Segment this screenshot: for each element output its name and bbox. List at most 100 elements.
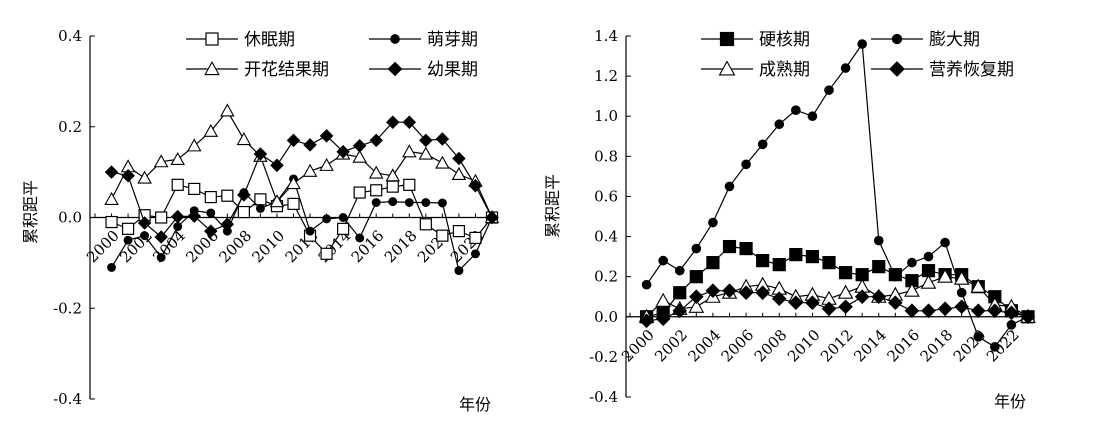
x-tick-label: 2014 [850,326,890,366]
legend-marker [205,32,219,46]
x-tick-label: 2004 [684,326,724,366]
y-axis-title: 累积距平 [543,174,562,238]
data-point [419,133,433,148]
x-tick-label: 2016 [883,326,923,366]
data-point [454,266,464,276]
data-point [437,198,447,208]
data-point [386,180,399,193]
data-point [170,151,185,166]
data-point [388,197,398,207]
data-point [305,226,315,236]
data-point [741,159,751,170]
data-point [470,249,480,259]
data-point [287,197,300,210]
y-axis-title: 累积距平 [21,180,40,244]
data-point [154,230,168,244]
y-tick-label: -0.4 [53,390,82,408]
x-tick-label: 2002 [651,326,691,366]
data-point [204,190,217,204]
data-point [319,129,334,143]
data-point [673,286,687,300]
data-point [805,250,820,264]
data-point [421,198,431,207]
data-point [220,103,235,117]
y-tick-label: -0.4 [589,388,618,406]
data-point [940,237,950,248]
data-point [452,151,466,166]
data-point [838,299,853,315]
data-point [237,188,251,202]
legend-label: 萌芽期 [427,30,478,50]
data-point [822,256,836,270]
data-point [236,131,252,146]
data-point [658,255,668,266]
data-point [872,260,886,274]
data-point [691,243,702,254]
x-tick-label: 2000 [618,326,658,366]
data-point [402,115,417,129]
x-tick-label: 2008 [215,227,255,267]
data-point [320,247,333,260]
data-point [156,252,166,262]
data-point [973,332,984,342]
data-point [355,233,365,243]
data-point [303,138,317,152]
data-point [104,191,119,205]
right-panel: 1.4 1.2 1.0 0.8 0.6 0.4 0.2 0.0 -0.2 -0.4 20002002… [543,27,1036,411]
series-line [646,245,1029,318]
data-point [705,283,721,299]
data-point [755,285,770,301]
legend-label: 开花结果期 [244,60,329,80]
data-point [220,217,235,232]
data-point [171,178,184,191]
x-tick-label: 2018 [917,326,957,366]
legend-marker [891,33,903,45]
y-tick-label: 0.8 [594,147,618,165]
data-point [788,295,804,311]
data-point [253,147,268,161]
legend-label: 膨大期 [929,30,980,50]
data-point [873,235,884,246]
data-point [173,222,183,232]
data-point [953,270,970,285]
x-tick-label: 2022 [983,326,1023,366]
data-point [123,235,133,245]
data-point [888,295,903,311]
data-point [655,311,671,327]
data-point [254,193,267,206]
x-tick-label: 2010 [784,326,824,366]
series-line [646,42,1029,348]
data-point [336,144,350,159]
data-point [170,209,185,224]
y-tick-label: 0.2 [58,118,82,136]
data-point [738,285,754,301]
x-tick-label: 2006 [182,227,222,267]
data-point [722,239,737,254]
data-point [137,170,152,184]
legend-marker [889,61,905,77]
data-point [821,301,837,317]
data-point [1006,319,1017,330]
data-point [724,181,735,192]
data-point [369,133,383,148]
data-point [655,292,672,307]
x-tick-label: 2006 [718,326,758,366]
data-point [923,251,934,262]
data-point [105,215,118,229]
data-point [840,63,851,73]
data-point [255,203,265,213]
data-point [990,342,1000,352]
legend-label: 休眠期 [244,30,295,50]
data-point [672,303,688,319]
data-point [791,105,801,116]
y-tick-label: -0.2 [53,299,82,317]
data-point [485,210,499,225]
data-point [469,231,482,245]
y-tick-label: 0.4 [58,27,82,45]
data-point [338,213,348,222]
data-point [302,163,318,177]
data-point [937,301,953,317]
data-point [789,248,803,262]
data-point [269,194,285,208]
data-point [221,189,234,202]
